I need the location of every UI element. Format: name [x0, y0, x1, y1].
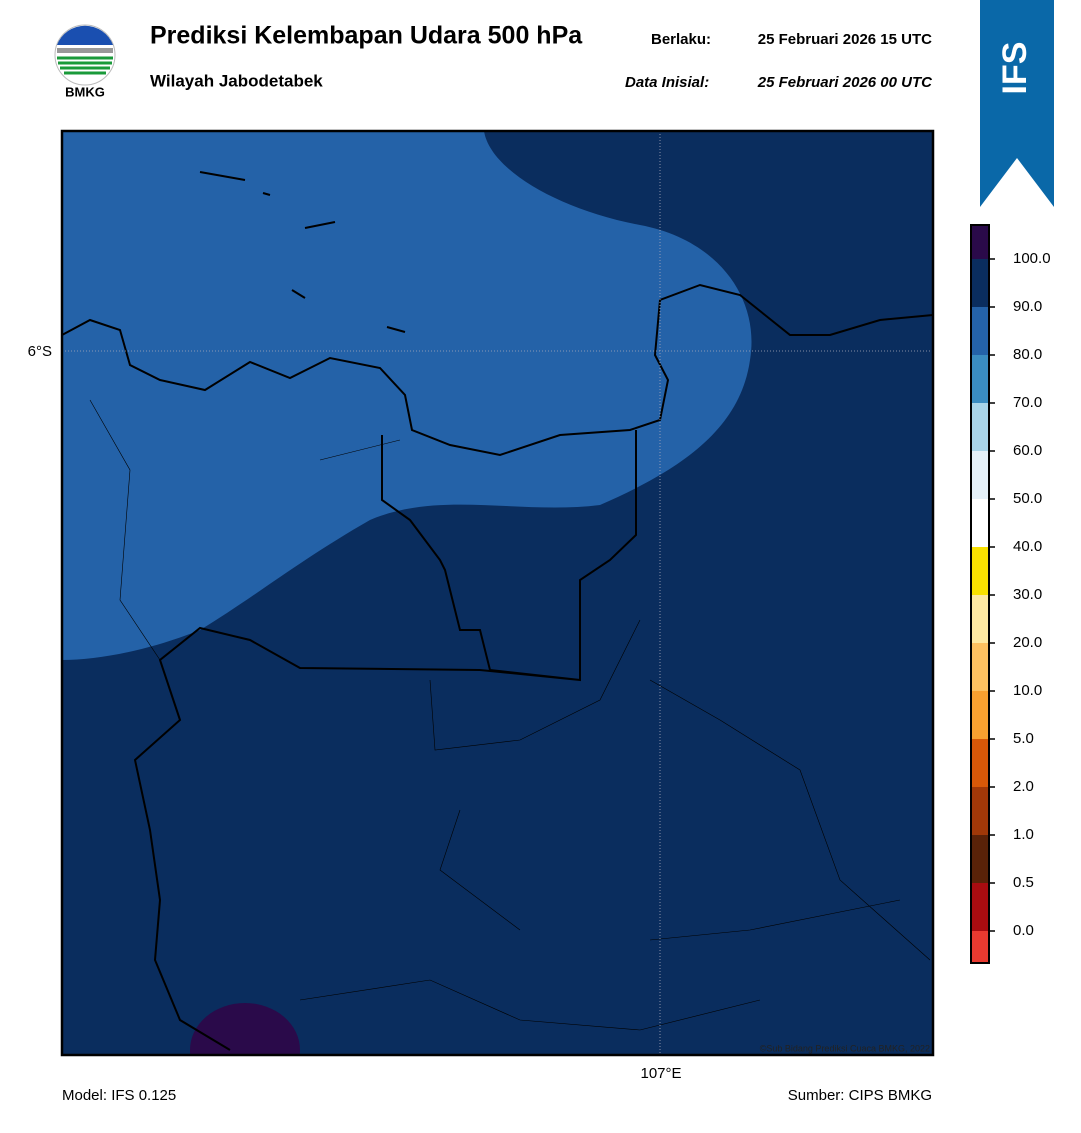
source: Sumber: CIPS BMKG — [788, 1087, 932, 1104]
valid-time: 25 Februari 2026 15 UTC — [758, 31, 932, 48]
lon-label: 107°E — [640, 1065, 681, 1082]
lat-label: 6°S — [28, 343, 52, 360]
colorbar-segment — [971, 451, 989, 499]
colorbar-segment — [971, 307, 989, 355]
colorbar-frame — [970, 224, 990, 964]
colorbar-label: 30.0 — [1013, 586, 1042, 603]
colorbar-label: 20.0 — [1013, 634, 1042, 651]
province-border — [133, 430, 637, 1051]
badge — [980, 0, 1054, 207]
colorbar-label: 0.0 — [1013, 922, 1034, 939]
valid-label: Berlaku: — [651, 31, 711, 48]
badge-text: IFS — [996, 42, 1034, 95]
colorbar-label: 50.0 — [1013, 490, 1042, 507]
logo-text: BMKG — [65, 84, 105, 99]
colorbar-segment — [971, 595, 989, 643]
colorbar: 0.0 0.5 1.0 2.0 5.0 10.0 20.0 30.0 40.0 50.0 60.0 7… — [970, 224, 1051, 964]
colorbar-label: 70.0 — [1013, 394, 1042, 411]
colorbar-segment — [971, 691, 989, 739]
colorbar-label: 5.0 — [1013, 730, 1034, 747]
colorbar-segment — [971, 499, 989, 547]
map: ©Sub Bidang Prediksi Cuaca BMKG, 2022 6°… — [28, 129, 935, 1082]
colorbar-label: 40.0 — [1013, 538, 1042, 555]
colorbar-segment — [971, 739, 989, 787]
colorbar-segment — [971, 787, 989, 835]
logo: BMKG — [54, 24, 116, 99]
colorbar-segment — [971, 403, 989, 451]
init-label: Data Inisial: — [625, 74, 709, 91]
subtitle: Wilayah Jabodetabek — [150, 71, 323, 90]
colorbar-label: 90.0 — [1013, 298, 1042, 315]
colorbar-segment — [971, 883, 989, 931]
colorbar-segment — [971, 835, 989, 883]
humidity-80 — [62, 131, 752, 660]
colorbar-label: 60.0 — [1013, 442, 1042, 459]
regency-border — [89, 399, 931, 1031]
map-frame — [60, 129, 935, 1057]
init-time: 25 Februari 2026 00 UTC — [757, 74, 933, 91]
colorbar-label: 1.0 — [1013, 826, 1034, 843]
colorbar-segment — [971, 225, 989, 259]
credit: ©Sub Bidang Prediksi Cuaca BMKG, 2022 — [760, 1043, 930, 1053]
colorbar-segment — [971, 547, 989, 595]
colorbar-label: 2.0 — [1013, 778, 1034, 795]
colorbar-segment — [971, 355, 989, 403]
colorbar-label: 100.0 — [1013, 250, 1051, 267]
humidity-100 — [190, 1003, 300, 1055]
model: Model: IFS 0.125 — [62, 1087, 176, 1104]
title: Prediksi Kelembapan Udara 500 hPa — [150, 22, 583, 50]
colorbar-segment — [971, 931, 989, 963]
coastline — [62, 283, 933, 457]
colorbar-segment — [971, 259, 989, 307]
colorbar-label: 80.0 — [1013, 346, 1042, 363]
colorbar-label: 10.0 — [1013, 682, 1042, 699]
colorbar-label: 0.5 — [1013, 874, 1034, 891]
islands — [199, 171, 406, 333]
colorbar-segment — [971, 643, 989, 691]
